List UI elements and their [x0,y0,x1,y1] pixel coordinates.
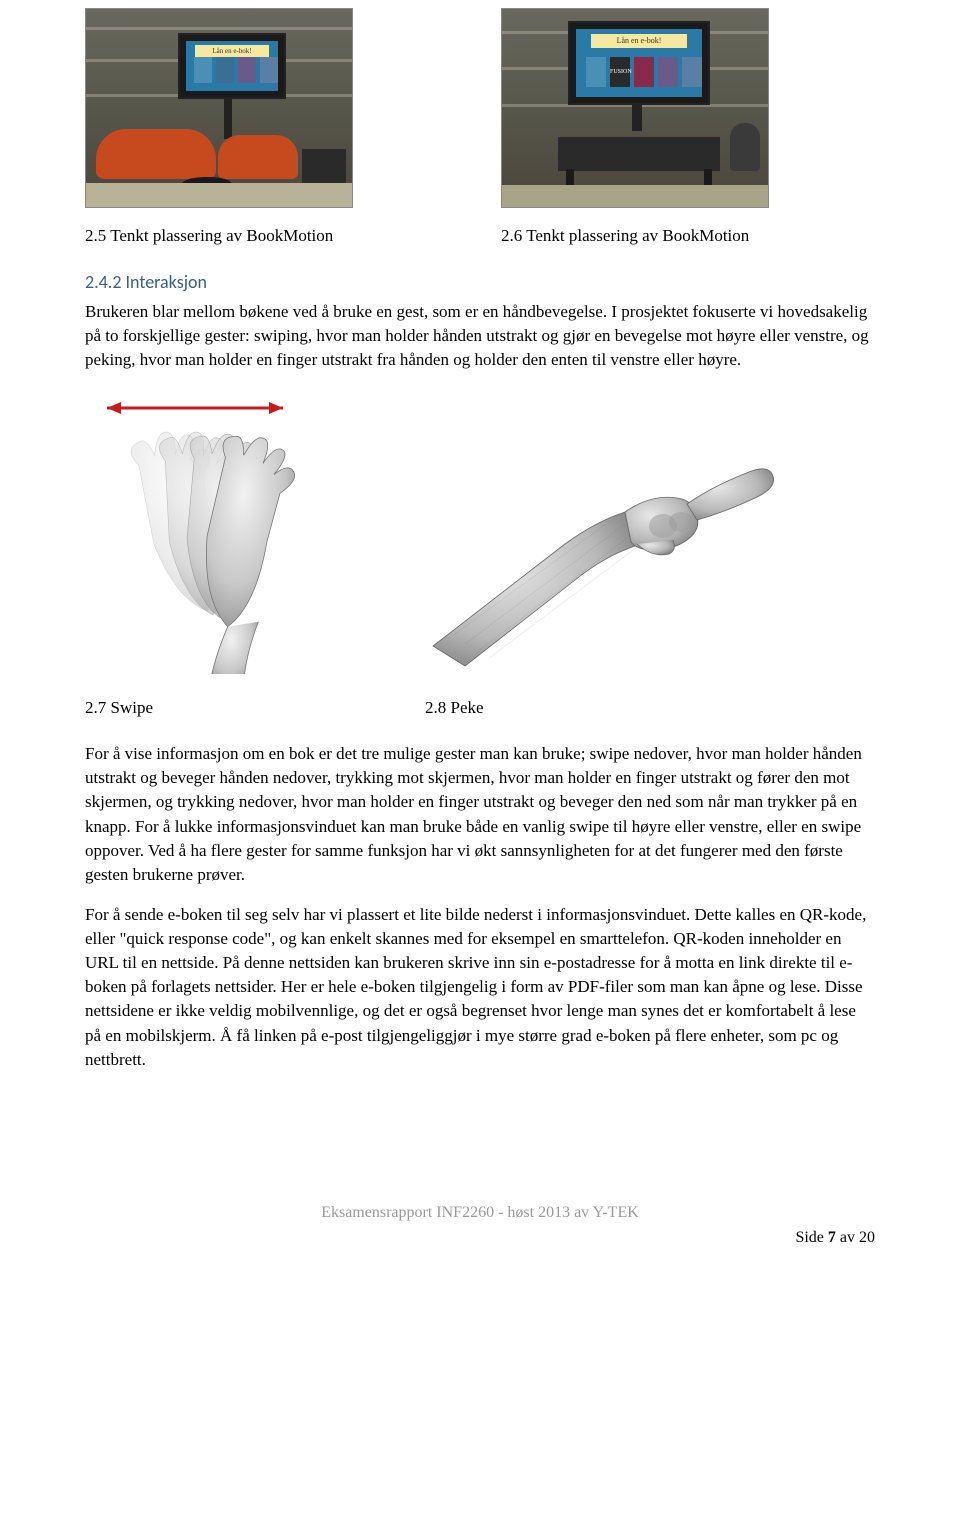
photo-bookmotion-placement-1: Lån en e-bok! [85,8,353,208]
page-number: Side 7 av 20 [85,1227,875,1250]
paragraph-1: Brukeren blar mellom bøkene ved å bruke … [85,300,875,372]
section-heading: 2.4.2 Interaksjon [85,270,875,296]
tv-banner: Lån en e-bok! [195,45,269,57]
gesture-caption-row: 2.7 Swipe 2.8 Peke [85,696,875,720]
photo-caption-2: 2.6 Tenkt plassering av BookMotion [501,224,769,248]
paragraph-3: For å sende e-boken til seg selv har vi … [85,903,875,1072]
paragraph-2: For å vise informasjon om en bok er det … [85,742,875,887]
photo-row: Lån en e-bok! Lån en e-bok! FUSION [85,8,875,208]
tv-banner: Lån en e-bok! [591,34,687,48]
photo-caption-row: 2.5 Tenkt plassering av BookMotion 2.6 T… [85,224,875,248]
footer-line: Eksamensrapport INF2260 - høst 2013 av Y… [85,1202,875,1225]
gesture-row [85,394,875,674]
figure-swipe [85,394,365,674]
figure-peke [425,394,785,674]
caption-swipe: 2.7 Swipe [85,696,365,720]
photo-bookmotion-placement-2: Lån en e-bok! FUSION [501,8,769,208]
photo-caption-1: 2.5 Tenkt plassering av BookMotion [85,224,353,248]
caption-peke: 2.8 Peke [425,696,484,720]
